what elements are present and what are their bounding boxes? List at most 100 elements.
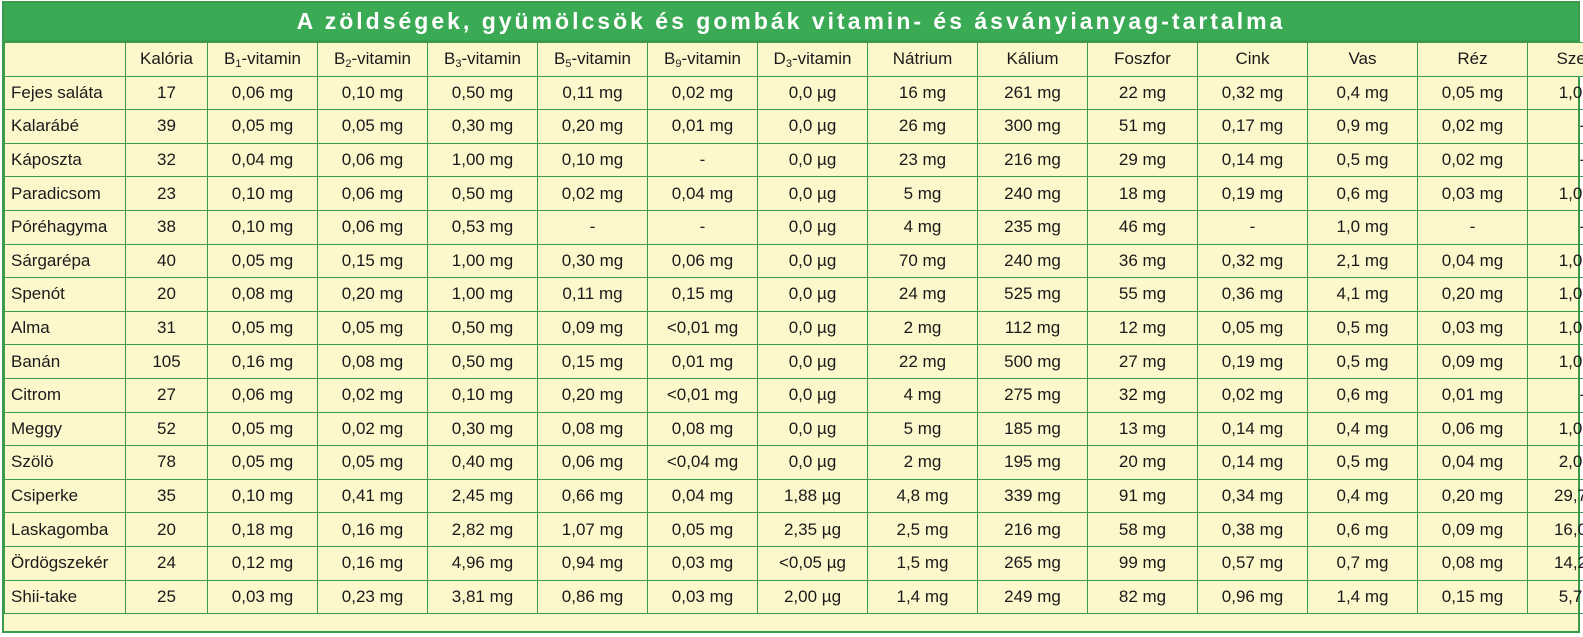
row-label: Káposzta: [4, 142, 126, 178]
table-cell: 0,01 mg: [647, 109, 758, 144]
table-cell: 0,11 mg: [537, 75, 648, 111]
table-cell: 99 mg: [1087, 545, 1198, 581]
header-cink: Cink: [1197, 42, 1308, 77]
table-cell: 185 mg: [977, 411, 1088, 447]
table-cell: 2,5 mg: [867, 512, 978, 547]
header-vitamin-b9: B9-vitamin: [647, 42, 758, 77]
table-cell: 235 mg: [977, 209, 1088, 245]
table-cell: 0,03 mg: [1417, 176, 1528, 211]
table-cell: 0,04 mg: [1417, 243, 1528, 279]
table-cell: 39: [125, 109, 208, 144]
row-label: Banán: [4, 344, 126, 379]
table-cell: 2,00 µg: [757, 579, 868, 615]
row-label: Kalarábé: [4, 109, 126, 144]
table-cell: 1,5 mg: [867, 545, 978, 581]
table-cell: 500 mg: [977, 344, 1088, 379]
table-cell: 0,08 mg: [317, 344, 428, 379]
table-cell: 0,94 mg: [537, 545, 648, 581]
table-cell: 23: [125, 176, 208, 211]
table-cell: 0,02 mg: [317, 377, 428, 413]
table-cell: 22 mg: [1087, 75, 1198, 111]
table-cell: 0,6 mg: [1307, 377, 1418, 413]
table-cell: -: [1527, 142, 1583, 178]
table-cell: 0,05 mg: [1197, 310, 1308, 346]
table-cell: 36 mg: [1087, 243, 1198, 279]
table-row: Póréhagyma 38 0,10 mg 0,06 mg 0,53 mg - -0,0 µ…: [4, 209, 1583, 245]
table-cell: 0,40 mg: [427, 445, 538, 480]
table-cell: <0,01 mg: [647, 377, 758, 413]
table-cell: 55 mg: [1087, 277, 1198, 312]
table-cell: 0,6 mg: [1307, 512, 1418, 547]
table-cell: 0,5 mg: [1307, 310, 1418, 346]
table-cell: <0,05 µg: [757, 545, 868, 581]
table-cell: 0,03 mg: [207, 579, 318, 615]
table-cell: 0,05 mg: [317, 445, 428, 480]
header-szelen: Szelén: [1527, 42, 1583, 77]
table-cell: 1,0 mg: [1307, 209, 1418, 245]
table-cell: 0,05 mg: [207, 109, 318, 144]
table-cell: 0,08 mg: [1417, 545, 1528, 581]
table-cell: 1,0 µg: [1527, 411, 1583, 447]
table-cell: 0,50 mg: [427, 176, 538, 211]
header-natrium: Nátrium: [867, 42, 978, 77]
table-cell: 0,10 mg: [427, 377, 538, 413]
table-cell: 0,50 mg: [427, 310, 538, 346]
table-cell: 20 mg: [1087, 445, 1198, 480]
table-cell: 0,34 mg: [1197, 478, 1308, 514]
table-cell: 0,0 µg: [757, 377, 868, 413]
table-row: Alma 31 0,05 mg 0,05 mg 0,50 mg 0,09 mg <0,01 …: [4, 310, 1583, 346]
row-label: Paradicsom: [4, 176, 126, 211]
table-row: Kalarábé 39 0,05 mg 0,05 mg 0,30 mg 0,20 mg 0,…: [4, 109, 1583, 144]
table-cell: 1,0 µg: [1527, 310, 1583, 346]
table-cell: 1,00 mg: [427, 142, 538, 178]
row-label: Laskagomba: [4, 512, 126, 547]
table-cell: 0,0 µg: [757, 75, 868, 111]
header-foszfor: Foszfor: [1087, 42, 1198, 77]
table-cell: 2 mg: [867, 445, 978, 480]
table-cell: 0,23 mg: [317, 579, 428, 615]
table-cell: 265 mg: [977, 545, 1088, 581]
table-cell: 0,10 mg: [207, 209, 318, 245]
table-cell: 0,16 mg: [207, 344, 318, 379]
table-cell: 2,35 µg: [757, 512, 868, 547]
table-cell: 13 mg: [1087, 411, 1198, 447]
table-cell: 0,06 mg: [207, 75, 318, 111]
table-cell: 17: [125, 75, 208, 111]
table-cell: 0,06 mg: [207, 377, 318, 413]
table-cell: 0,14 mg: [1197, 411, 1308, 447]
table-cell: 0,03 mg: [647, 579, 758, 615]
table-row: Citrom 27 0,06 mg 0,02 mg 0,10 mg 0,20 mg <0,0…: [4, 377, 1583, 413]
table-cell: 1,0 µg: [1527, 344, 1583, 379]
table-cell: 4,8 mg: [867, 478, 978, 514]
table-cell: 25: [125, 579, 208, 615]
table-cell: 0,20 mg: [1417, 277, 1528, 312]
table-cell: 0,20 mg: [1417, 478, 1528, 514]
table-cell: 5 mg: [867, 411, 978, 447]
table-cell: 5,7 µg: [1527, 579, 1583, 615]
row-label: Ördögszekér: [4, 545, 126, 581]
table-cell: 0,05 mg: [317, 109, 428, 144]
table-cell: 0,53 mg: [427, 209, 538, 245]
table-cell: 18 mg: [1087, 176, 1198, 211]
table-cell: 240 mg: [977, 243, 1088, 279]
table-cell: 0,02 mg: [1197, 377, 1308, 413]
table-cell: 0,05 mg: [207, 445, 318, 480]
table-title: A zöldségek, gyümölcsök és gombák vitami…: [4, 3, 1578, 42]
table-cell: 1,0 µg: [1527, 75, 1583, 111]
table-cell: 16 mg: [867, 75, 978, 111]
table-cell: 1,0 µg: [1527, 176, 1583, 211]
table-cell: 26 mg: [867, 109, 978, 144]
table-cell: 195 mg: [977, 445, 1088, 480]
table-row: Spenót 20 0,08 mg 0,20 mg 1,00 mg 0,11 mg 0,15…: [4, 277, 1583, 312]
table-cell: 105: [125, 344, 208, 379]
table-cell: 0,41 mg: [317, 478, 428, 514]
table-cell: 0,32 mg: [1197, 243, 1308, 279]
table-row: Sárgarépa 40 0,05 mg 0,15 mg 1,00 mg 0,30 mg 0…: [4, 243, 1583, 279]
table-cell: 0,7 mg: [1307, 545, 1418, 581]
table-cell: 0,4 mg: [1307, 75, 1418, 111]
table-cell: 23 mg: [867, 142, 978, 178]
table-cell: 0,0 µg: [757, 445, 868, 480]
table-cell: 0,38 mg: [1197, 512, 1308, 547]
table-cell: 0,10 mg: [537, 142, 648, 178]
